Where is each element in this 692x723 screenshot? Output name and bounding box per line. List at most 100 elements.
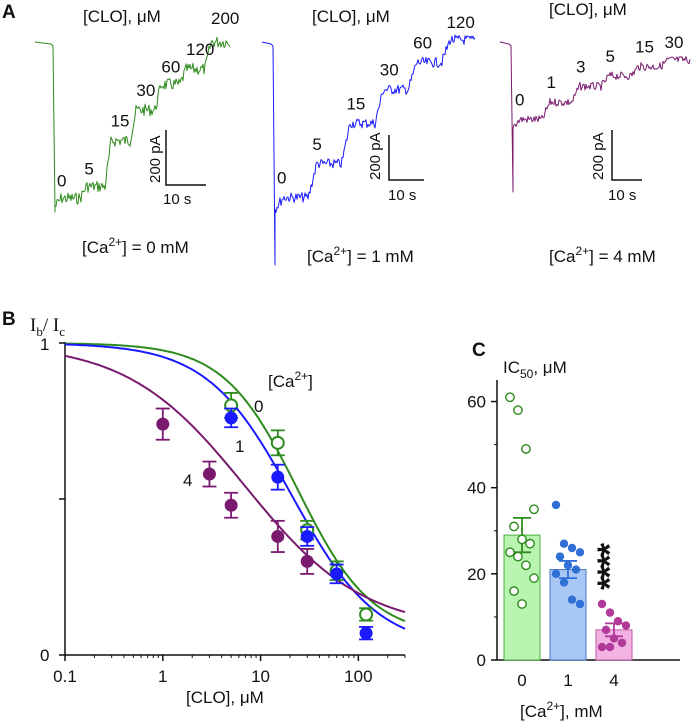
c-point-0 <box>521 444 531 454</box>
c-point-1 <box>567 543 577 553</box>
b-fit-curve-0 <box>64 342 406 623</box>
b-x-ticks: 0.1 1 10 100 <box>53 655 406 686</box>
c-point-0 <box>509 586 519 596</box>
trace-1-conc-label: 5 <box>312 135 321 154</box>
trace-0-header: [CLO], μM <box>83 7 161 26</box>
trace-1-conc-label: 15 <box>346 94 365 113</box>
b-ytick-label-1: 1 <box>40 335 49 354</box>
c-point-1 <box>551 569 561 579</box>
trace-1-scale-time: 10 s <box>388 187 416 204</box>
c-point-1 <box>563 561 573 570</box>
c-point-1 <box>559 539 569 548</box>
c-ytick-label: 0 <box>477 651 486 670</box>
b-fit-curves <box>64 342 406 630</box>
c-point-4 <box>605 608 615 617</box>
trace-1-conc-label: 120 <box>446 13 474 32</box>
c-point-0 <box>521 560 531 571</box>
trace-0-conc-label: 60 <box>161 58 180 77</box>
b-point-4 <box>300 554 314 568</box>
c-title: IC50, μM <box>503 358 567 381</box>
trace-0-conc-label: 5 <box>84 160 93 179</box>
b-ytick-label-0: 0 <box>40 646 49 665</box>
trace-1-scale-current: 200 pA <box>367 132 384 180</box>
trace-0-conc-label: 0 <box>57 171 66 190</box>
c-point-0 <box>517 599 527 609</box>
b-series-label-1: 1 <box>235 437 244 456</box>
trace-2-conc-label: 5 <box>606 47 615 66</box>
c-point-4 <box>601 625 611 635</box>
trace-0-scale-bar: 200 pA 10 s <box>147 130 206 208</box>
trace-0-scale-time: 10 s <box>163 191 191 208</box>
trace-1-conc-label: 30 <box>380 61 399 80</box>
trace-0-concentration-labels: 05 15 30 60 120 200 <box>57 9 239 190</box>
c-point-1 <box>567 595 577 604</box>
trace-1-scale-lines <box>388 135 424 181</box>
trace-0-scale-lines <box>165 130 206 186</box>
c-point-1 <box>555 552 565 561</box>
c-bar-1 <box>549 569 587 661</box>
b-series-label-4: 4 <box>183 471 192 490</box>
panel-label-b: B <box>2 309 16 330</box>
trace-2-scale-lines <box>611 130 642 181</box>
trace-2-header: [CLO], μM <box>549 0 627 19</box>
c-point-1 <box>571 565 581 574</box>
c-point-0 <box>505 547 515 558</box>
c-point-4 <box>617 638 627 647</box>
c-ytick-label: 60 <box>467 393 486 412</box>
b-data-points <box>155 392 374 641</box>
trace-2-conc-label: 30 <box>665 33 684 52</box>
c-point-0 <box>517 534 527 545</box>
trace-2-scale-current: 200 pA <box>590 132 607 180</box>
panel-c-ic50-bars: IC50, μM 0 20 40 60 0 1 4 [Ca2+], mM **** <box>467 358 680 721</box>
c-xtick-label: 1 <box>563 671 572 690</box>
b-point-1 <box>330 567 344 581</box>
b-xtick-label: 0.1 <box>53 667 77 686</box>
trace-1-conc-label: 60 <box>413 34 432 53</box>
c-point-4 <box>609 634 619 643</box>
trace-2-scale-time: 10 s <box>608 187 636 204</box>
trace-2-conc-label: 3 <box>576 57 585 76</box>
c-point-4 <box>605 642 615 652</box>
trace-1-condition: [Ca2+] = 1 mM <box>307 244 414 266</box>
b-point-4 <box>271 529 285 543</box>
trace-0-conc-label: 200 <box>211 9 239 28</box>
b-point-4 <box>202 467 216 481</box>
b-point-0 <box>359 607 374 622</box>
b-point-1 <box>224 411 238 425</box>
b-point-4 <box>156 417 170 431</box>
c-y-ticks: 0 20 40 60 <box>467 393 497 670</box>
c-point-1 <box>575 548 585 557</box>
c-xtick-label: 4 <box>609 671 618 690</box>
c-significance-stars: **** <box>591 542 629 590</box>
trace-1-conc-label: 0 <box>277 169 286 188</box>
c-point-0 <box>529 573 539 584</box>
c-point-1 <box>559 578 569 587</box>
trace-2-condition: [Ca2+] = 4 mM <box>549 244 656 266</box>
panel-label-a: A <box>2 2 16 23</box>
c-point-0 <box>529 504 539 515</box>
trace-2-conc-label: 1 <box>547 73 556 92</box>
b-xtick-label: 10 <box>251 667 270 686</box>
c-xtick-label: 0 <box>517 671 526 690</box>
trace-0-line <box>34 36 231 213</box>
trace-0-condition: [Ca2+] = 0 mM <box>82 235 189 257</box>
panel-b-dose-response: Ib/ Ic 0 1 0.1 1 10 100 [CLO], μM [Ca2+] 0 … <box>30 315 406 707</box>
b-xtick-label: 100 <box>344 667 372 686</box>
b-fit-curve-4 <box>64 354 406 614</box>
trace-0-conc-label: 120 <box>186 40 214 59</box>
c-point-4 <box>597 599 607 609</box>
trace-1-concentration-labels: 0 5 15 30 60 120 <box>277 13 475 188</box>
c-x-axis-label: [Ca2+], mM <box>520 699 603 721</box>
c-point-0 <box>513 551 523 562</box>
c-point-1 <box>575 599 585 609</box>
c-point-1 <box>551 500 561 510</box>
trace-1-line <box>261 34 476 266</box>
trace-0-scale-current: 200 pA <box>147 135 164 183</box>
b-legend-title: [Ca2+] <box>268 369 313 391</box>
trace-2-concentration-labels: 0 1 3 5 15 30 <box>515 33 683 109</box>
c-point-4 <box>597 642 607 652</box>
c-point-0 <box>513 405 523 416</box>
c-point-0 <box>505 392 515 403</box>
